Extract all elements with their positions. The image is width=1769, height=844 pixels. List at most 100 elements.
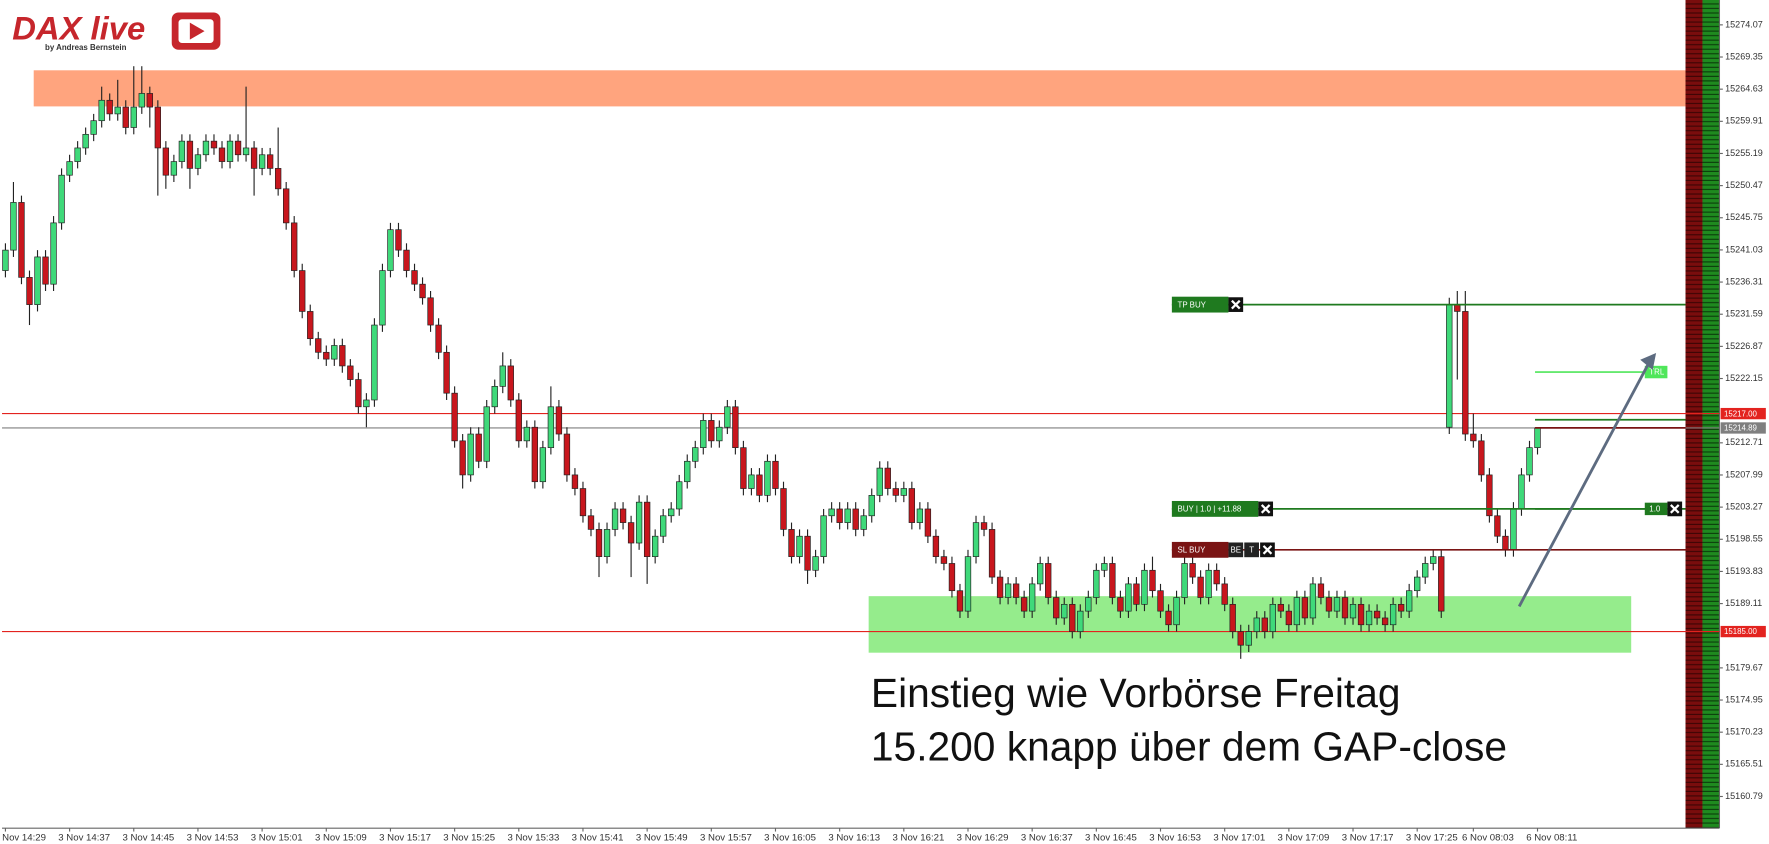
x-tick-label: 3 Nov 14:45 [122, 833, 174, 844]
candle-body [483, 406, 490, 462]
candle-body [892, 488, 899, 496]
candle-body [635, 501, 643, 544]
candle-body [964, 556, 972, 612]
y-tick-label: 15212.71 [1725, 437, 1763, 447]
x-tick-label: 3 Nov 15:25 [443, 833, 495, 844]
candle-body [90, 120, 97, 135]
candle-body [242, 147, 250, 156]
candle-body [1414, 576, 1421, 592]
candle-body [475, 433, 482, 462]
candle-body [884, 467, 891, 489]
candle-body [1430, 556, 1437, 564]
price-label: 15185.00 [1724, 627, 1758, 636]
x-tick-label: 3 Nov 17:01 [1213, 833, 1265, 844]
close-icon [1260, 504, 1271, 514]
candle-body [411, 270, 418, 285]
candle-body [291, 222, 298, 271]
order-button[interactable] [1244, 542, 1259, 558]
candle-body [571, 474, 579, 489]
candle-body [218, 147, 226, 162]
candle-body [250, 147, 258, 169]
candle-body [194, 154, 202, 169]
candle-body [1397, 603, 1405, 612]
candle-body [804, 535, 811, 571]
candle-body [660, 515, 667, 537]
x-tick-label: 3 Nov 14:37 [58, 833, 110, 844]
candle-body [1446, 304, 1453, 428]
candle-body [836, 508, 843, 523]
y-tick-label: 15203.27 [1725, 502, 1763, 512]
candle-body [595, 529, 603, 557]
candle-body [1317, 583, 1325, 598]
candle-body [1028, 583, 1036, 612]
candle-body [331, 345, 338, 360]
candle-body [555, 406, 563, 435]
candle-body [772, 460, 779, 489]
candle-body [58, 174, 65, 224]
candle-body [1518, 474, 1525, 510]
candle-body [1285, 610, 1293, 626]
candle-body [1526, 447, 1533, 476]
right-tag [1644, 365, 1668, 379]
candle-body [1069, 603, 1076, 632]
x-tick-label: 3 Nov 17:17 [1342, 833, 1394, 844]
candle-body [828, 508, 835, 517]
candle-body [732, 406, 739, 449]
price-label: 15217.00 [1724, 409, 1758, 418]
candle-body [499, 365, 506, 387]
candle-body [563, 433, 571, 476]
candle-body [387, 229, 394, 271]
candle-body [274, 168, 282, 190]
candle-body [1077, 610, 1084, 632]
y-tick-label: 15198.55 [1725, 534, 1763, 544]
candle-body [154, 106, 162, 149]
y-tick-label: 15264.63 [1725, 84, 1763, 94]
candle-body [178, 140, 186, 162]
candle-body [74, 147, 81, 162]
candle-body [1012, 583, 1020, 598]
zone [33, 70, 1686, 107]
order-label: SL BUY [1178, 545, 1207, 554]
y-tick-label: 15170.23 [1725, 727, 1763, 737]
order-button[interactable] [1228, 542, 1244, 558]
candle-body [940, 556, 948, 564]
order-button-label[interactable]: BE [1231, 545, 1242, 554]
candle-body [708, 420, 715, 442]
close-icon [1670, 504, 1680, 514]
candle-body [186, 140, 194, 169]
candle-body [66, 161, 73, 176]
order-tag [1171, 500, 1259, 517]
candle-body [988, 529, 996, 578]
candle-body [587, 515, 595, 530]
candle-body [1133, 583, 1140, 605]
y-tick-label: 15245.75 [1725, 212, 1763, 222]
order-button-label[interactable]: T [1249, 545, 1254, 554]
candle-body [844, 508, 851, 523]
logo: DAX live by Andreas Bernstein [12, 10, 221, 52]
candle-body [10, 202, 17, 251]
candle-body [1004, 583, 1012, 598]
candle-body [668, 508, 675, 517]
candle-body [611, 508, 619, 530]
candle-body [419, 283, 426, 299]
y-tick-label: 15160.79 [1725, 791, 1763, 801]
x-tick-label: 3 Nov 16:37 [1021, 833, 1073, 844]
candle-body [34, 256, 41, 305]
x-tick-label: 3 Nov 16:45 [1085, 833, 1137, 844]
candle-body [451, 392, 458, 442]
candle-body [26, 277, 33, 305]
candle-body [1293, 597, 1301, 626]
right-tag [1644, 502, 1668, 516]
x-tick-label: 3 Nov 16:29 [957, 833, 1009, 844]
candle-body [226, 140, 234, 162]
candle-body [323, 351, 330, 360]
candle-body [258, 154, 266, 169]
candle-body [916, 508, 924, 523]
y-tick-label: 15236.31 [1725, 276, 1763, 286]
right-tag-label: TRL [1649, 368, 1665, 377]
candle-body [2, 249, 9, 271]
y-tick-label: 15231.59 [1725, 309, 1763, 319]
